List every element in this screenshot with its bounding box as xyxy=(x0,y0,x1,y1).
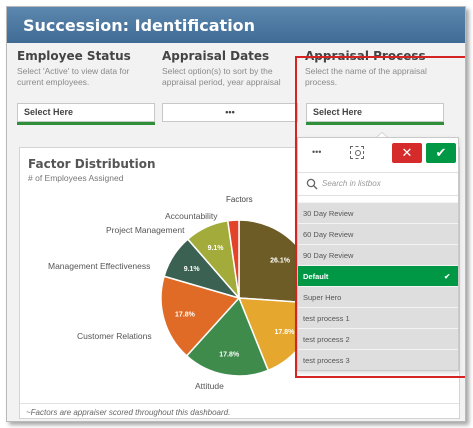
listbox-item[interactable]: Default ✔ xyxy=(298,265,458,286)
employee-status-value: Select Here xyxy=(24,107,74,117)
slice-label-management-effectiveness: Management Effectiveness xyxy=(48,261,151,271)
listbox-item[interactable]: 90 Day Review xyxy=(298,244,458,265)
appraisal-process-desc: Select the name of the appraisal process… xyxy=(305,66,427,87)
appraisal-process-underline xyxy=(306,122,444,125)
appraisal-process-select[interactable]: Select Here xyxy=(306,103,444,122)
employee-status-underline xyxy=(17,122,155,125)
listbox-item-label: 30 Day Review xyxy=(303,209,354,218)
chart-footnote: ~Factors are appraiser scored throughout… xyxy=(26,408,231,417)
listbox-item-label: test process 3 xyxy=(303,356,350,365)
chart-subtitle: # of Employees Assigned xyxy=(28,173,124,183)
employee-status-desc: Select 'Active' to view data for current… xyxy=(17,66,130,87)
confirm-selection-button[interactable]: ✔ xyxy=(426,143,456,163)
clear-selection-icon[interactable] xyxy=(350,146,364,159)
appraisal-process-value: Select Here xyxy=(313,107,363,117)
chart-title: Factor Distribution xyxy=(28,157,156,171)
app-window: Succession: Identification Employee Stat… xyxy=(6,6,466,422)
appraisal-dates-select[interactable]: ••• xyxy=(162,103,298,122)
more-options-icon[interactable]: ••• xyxy=(312,147,322,157)
listbox-item[interactable]: 30 Day Review xyxy=(298,202,458,223)
cancel-selection-button[interactable]: ✕ xyxy=(392,143,422,163)
appraisal-dates-desc: Select option(s) to sort by the appraisa… xyxy=(162,66,281,87)
employee-status-filter: Employee Status Select 'Active' to view … xyxy=(17,49,157,88)
appraisal-dates-filter: Appraisal Dates Select option(s) to sort… xyxy=(162,49,294,88)
pie-slice[interactable] xyxy=(226,219,240,299)
pie-slice[interactable] xyxy=(160,275,241,357)
dropdown-caret xyxy=(375,132,389,138)
panel-divider xyxy=(20,403,459,404)
listbox-item[interactable]: test process 1 xyxy=(298,307,458,328)
slice-label-accountability: Accountability xyxy=(165,211,218,221)
legend-title: Factors xyxy=(226,195,253,204)
slice-percent-label: 26.1% xyxy=(270,258,291,265)
listbox-item[interactable]: test process 2 xyxy=(298,328,458,349)
slice-percent-label: 17.8% xyxy=(219,351,240,358)
slice-percent-label: 17.8% xyxy=(175,311,196,318)
search-placeholder: Search in listbox xyxy=(322,179,381,188)
listbox-item-label: Default xyxy=(303,272,329,281)
slice-label-project-management: Project Management xyxy=(106,225,185,235)
listbox-item-label: test process 1 xyxy=(303,314,350,323)
appraisal-dates-label: Appraisal Dates xyxy=(162,49,270,63)
listbox-toolbar: ••• ✕ ✔ xyxy=(298,138,458,168)
pie-slice[interactable] xyxy=(185,296,270,377)
app-title: Succession: Identification xyxy=(23,16,256,35)
listbox-dropdown: ••• ✕ ✔ Search in listbox 30 Day Review 6… xyxy=(297,137,459,371)
slice-label-attitude: Attitude xyxy=(195,381,224,391)
employee-status-select[interactable]: Select Here xyxy=(17,103,155,122)
listbox-item[interactable]: 60 Day Review xyxy=(298,223,458,244)
slice-percent-label: 17.8% xyxy=(275,329,296,336)
search-icon xyxy=(306,178,318,190)
employee-status-label: Employee Status xyxy=(17,49,131,63)
listbox-item-label: Super Hero xyxy=(303,293,342,302)
selected-check-icon: ✔ xyxy=(444,272,451,281)
title-bar: Succession: Identification xyxy=(7,7,465,43)
listbox-item-label: 60 Day Review xyxy=(303,230,354,239)
listbox-item[interactable]: Super Hero xyxy=(298,286,458,307)
slice-percent-label: 9.1% xyxy=(208,245,225,252)
highlight-box xyxy=(295,56,465,378)
listbox-item-label: 90 Day Review xyxy=(303,251,354,260)
listbox-item-label: test process 2 xyxy=(303,335,350,344)
slice-label-customer-relations: Customer Relations xyxy=(77,331,152,341)
slice-percent-label: 9.1% xyxy=(184,266,201,273)
listbox-item[interactable]: test process 3 xyxy=(298,349,458,370)
listbox-search[interactable]: Search in listbox xyxy=(298,172,458,196)
appraisal-dates-more-icon: ••• xyxy=(225,107,235,117)
